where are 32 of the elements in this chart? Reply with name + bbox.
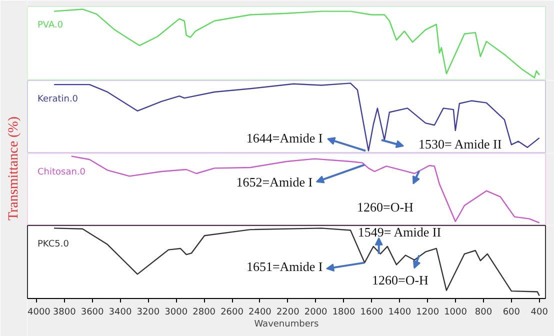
- x-tick-label: 1800: [332, 308, 356, 318]
- annotation: 1530= Amide II: [418, 136, 502, 152]
- annotation: 1260=O-H: [372, 272, 428, 288]
- x-tick-label: 3000: [164, 308, 188, 318]
- x-tick-label: 3800: [52, 308, 76, 318]
- annotation: 1549= Amide II: [358, 224, 442, 240]
- series-label: Chitosan.0: [38, 168, 86, 178]
- x-axis-title: Wavenumbers: [254, 320, 320, 330]
- series-label: PVA.0: [38, 20, 64, 30]
- y-axis-title: Transmittance (%): [6, 116, 22, 221]
- x-tick-label: 1200: [416, 308, 440, 318]
- x-tick-label: 1600: [360, 308, 384, 318]
- x-tick-label: 2400: [248, 308, 272, 318]
- x-tick-label: 2600: [220, 308, 244, 318]
- series-label: Keratin.0: [38, 94, 78, 104]
- x-tick-label: 2200: [276, 308, 300, 318]
- x-tick-label: 400: [530, 308, 548, 318]
- annotation: 1651=Amide I: [246, 259, 323, 274]
- x-tick-label: 600: [502, 308, 520, 318]
- x-tick-label: 3600: [80, 308, 104, 318]
- x-tick-label: 4000: [28, 308, 51, 318]
- annotation: 1260=O-H: [356, 199, 414, 214]
- x-tick-label: 800: [474, 308, 492, 318]
- x-tick-label: 3400: [108, 308, 132, 318]
- x-tick-label: 2800: [192, 308, 216, 318]
- x-tick-label: 1000: [444, 308, 468, 318]
- annotation: 1652=Amide I: [236, 174, 313, 190]
- series-label: PKC5.0: [38, 240, 70, 250]
- x-tick-label: 2000: [304, 308, 328, 318]
- x-tick-label: 3200: [136, 308, 160, 318]
- x-tick-label: 1400: [388, 308, 412, 318]
- annotation: 1644=Amide I: [246, 130, 323, 146]
